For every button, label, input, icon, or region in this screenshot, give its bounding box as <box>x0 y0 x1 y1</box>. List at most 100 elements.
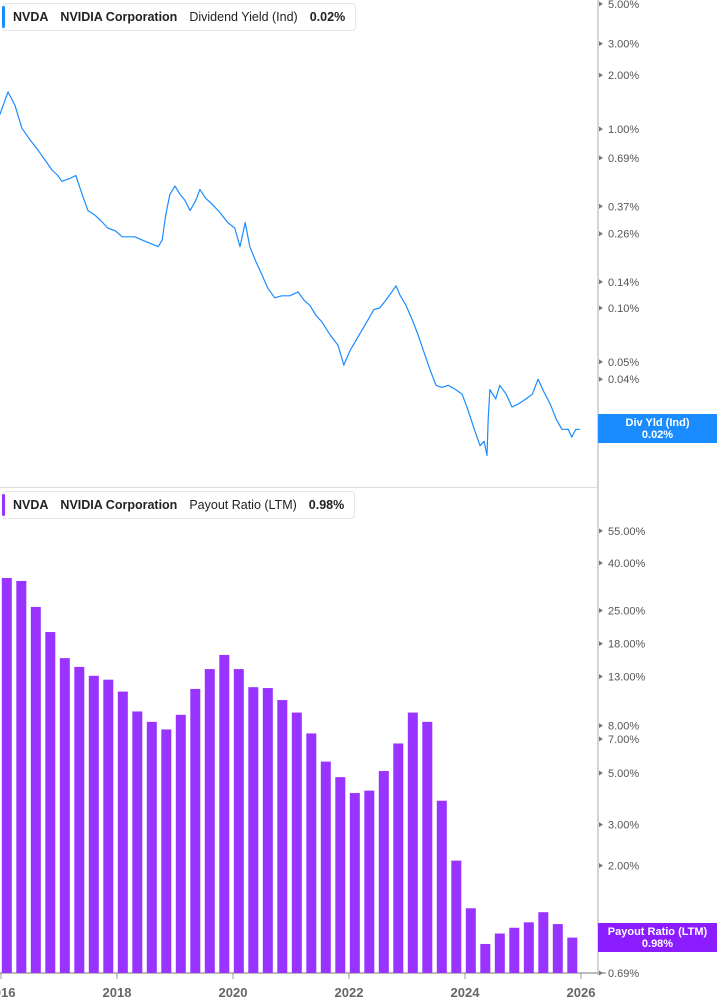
legend-value: 0.02% <box>309 10 346 24</box>
payout-bar <box>407 712 418 973</box>
payout-bar <box>465 908 476 973</box>
y-bottom-tick-mark <box>599 822 603 828</box>
badge-label: Payout Ratio (LTM) <box>607 926 708 938</box>
payout-bar <box>233 669 244 973</box>
payout-bar <box>335 777 346 973</box>
y-bottom-tick-label: 40.00% <box>608 558 646 570</box>
y-top-tick-label: 2.00% <box>608 70 639 82</box>
y-bottom-tick-mark <box>599 560 603 566</box>
legend-payout-ratio[interactable]: NVDA NVIDIA Corporation Payout Ratio (LT… <box>2 491 356 519</box>
payout-bar <box>451 860 462 973</box>
y-top-tick-mark <box>599 376 603 382</box>
y-bottom-tick-label: 3.00% <box>608 820 639 832</box>
y-bottom-tick-label: 55.00% <box>608 526 646 538</box>
payout-bar <box>494 933 505 973</box>
y-bottom-tick-mark <box>599 608 603 614</box>
y-bottom-tick-mark <box>599 528 603 534</box>
payout-bar <box>306 733 317 973</box>
payout-bar <box>262 688 273 973</box>
y-top-tick-label: 1.00% <box>608 124 639 136</box>
y-top-tick-label: 0.26% <box>608 229 639 241</box>
y-top-tick-label: 0.04% <box>608 374 639 386</box>
y-top-tick-label: 5.00% <box>608 0 639 11</box>
payout-bar <box>248 687 259 973</box>
y-bottom-tick-label: 18.00% <box>608 639 646 651</box>
last-value-badge-dividend-yield: Div Yld (Ind) 0.02% <box>598 414 717 443</box>
y-top-tick-mark <box>599 359 603 365</box>
y-bottom-tick-label: 0.69% <box>608 968 639 980</box>
y-bottom-tick-label: 7.00% <box>608 734 639 746</box>
payout-bar <box>45 632 56 973</box>
y-top-tick-mark <box>599 279 603 285</box>
y-top-tick-label: 0.10% <box>608 303 639 315</box>
payout-bar <box>364 790 375 973</box>
last-value-badge-payout-ratio: Payout Ratio (LTM) 0.98% <box>598 923 717 952</box>
x-tick-label: 2024 <box>451 985 481 1000</box>
payout-bar <box>538 912 549 973</box>
payout-bar <box>219 654 230 973</box>
payout-bar <box>509 927 520 973</box>
y-bottom-tick-label: 5.00% <box>608 768 639 780</box>
payout-bar <box>146 721 157 973</box>
payout-bar <box>349 793 360 973</box>
y-bottom-tick-mark <box>599 863 603 869</box>
payout-bar <box>30 606 41 973</box>
y-bottom-tick-label: 25.00% <box>608 606 646 618</box>
y-top-tick-mark <box>599 1 603 7</box>
y-top-tick-mark <box>599 203 603 209</box>
badge-value: 0.02% <box>641 429 674 441</box>
legend-company: NVIDIA Corporation <box>60 10 178 24</box>
legend-ticker: NVDA <box>13 10 49 24</box>
y-top-tick-label: 3.00% <box>608 39 639 51</box>
payout-bar <box>74 666 85 973</box>
y-top-tick-mark <box>599 41 603 47</box>
payout-bar <box>175 714 186 973</box>
payout-bar <box>523 922 534 973</box>
y-top-tick-label: 0.14% <box>608 277 639 289</box>
y-top-tick-label: 0.37% <box>608 201 639 213</box>
legend-dividend-yield[interactable]: NVDA NVIDIA Corporation Dividend Yield (… <box>2 3 357 31</box>
y-top-tick-mark <box>599 231 603 237</box>
x-tick-label: 2016 <box>0 985 15 1000</box>
payout-bar <box>190 688 201 973</box>
payout-bar <box>59 658 70 973</box>
badge-label: Div Yld (Ind) <box>625 417 690 429</box>
payout-bar <box>567 937 578 973</box>
payout-bar <box>320 761 331 973</box>
x-tick-label: 2020 <box>219 985 248 1000</box>
badge-value: 0.98% <box>641 938 674 950</box>
y-top-tick-mark <box>599 155 603 161</box>
payout-bar <box>480 943 491 973</box>
payout-bar <box>393 743 404 973</box>
y-bottom-tick-mark <box>599 674 603 680</box>
legend-ticker: NVDA <box>13 498 49 512</box>
legend-value: 0.98% <box>308 498 345 512</box>
y-top-tick-label: 0.69% <box>608 153 639 165</box>
payout-bar <box>277 700 288 973</box>
legend-metric: Payout Ratio (LTM) <box>189 498 297 512</box>
payout-bar <box>117 691 128 973</box>
dividend-yield-line <box>0 91 580 457</box>
payout-bar <box>161 729 172 973</box>
y-top-tick-mark <box>599 305 603 311</box>
payout-bar <box>422 721 433 973</box>
series-color-marker <box>2 494 5 516</box>
y-bottom-tick-label: 13.00% <box>608 672 646 684</box>
y-top-tick-label: 0.05% <box>608 357 639 369</box>
payout-bar <box>378 771 389 973</box>
payout-bar <box>103 679 114 973</box>
y-bottom-tick-mark <box>599 723 603 729</box>
x-tick-label: 2026 <box>567 985 596 1000</box>
y-bottom-tick-mark <box>599 641 603 647</box>
legend-company: NVIDIA Corporation <box>60 498 178 512</box>
y-top-tick-mark <box>599 72 603 78</box>
y-top-tick-mark <box>599 126 603 132</box>
payout-bar <box>16 580 27 973</box>
series-color-marker <box>2 6 5 28</box>
payout-bar <box>1 577 12 973</box>
y-bottom-tick-label: 2.00% <box>608 861 639 873</box>
y-bottom-tick-mark <box>599 770 603 776</box>
payout-bar <box>552 924 563 973</box>
x-tick-label: 2022 <box>335 985 364 1000</box>
